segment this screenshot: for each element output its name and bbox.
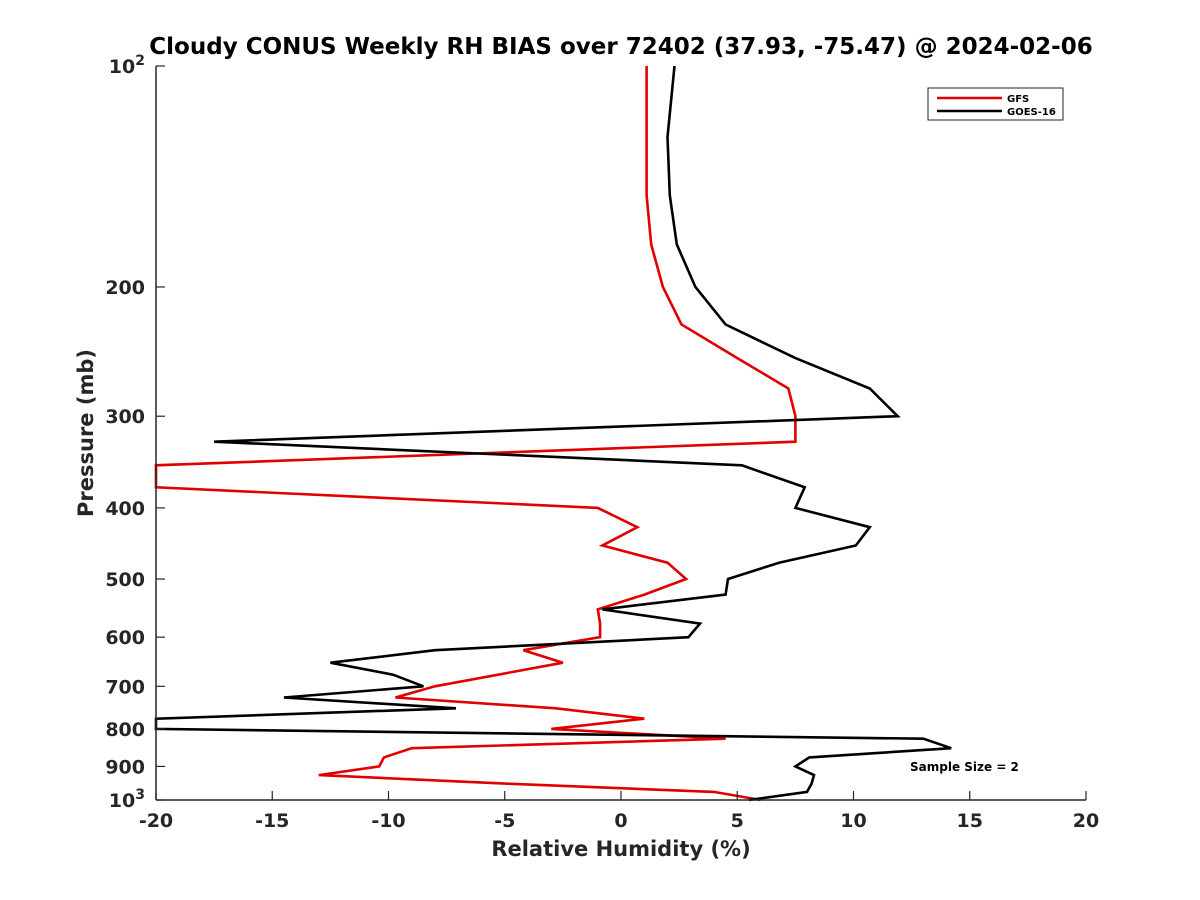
- y-tick-label: 102: [109, 53, 145, 78]
- legend-items: GFS GOES-16: [937, 94, 1056, 118]
- y-tick-label: 300: [105, 406, 145, 428]
- y-tick-base: 10: [109, 790, 135, 812]
- x-tick-label: 20: [1073, 810, 1099, 832]
- x-tick-label: 5: [731, 810, 744, 832]
- legend-label-goes-16: GOES-16: [1007, 107, 1056, 118]
- y-tick-label: 700: [105, 676, 145, 698]
- y-tick-label: 103: [109, 787, 145, 812]
- series-line-gfs: [154, 66, 797, 802]
- x-axis-label: Relative Humidity (%): [491, 837, 750, 861]
- y-tick-exponent: 2: [135, 53, 145, 69]
- sample-size-annotation: Sample Size = 2: [910, 760, 1019, 774]
- series-line-goes-16: [154, 65, 952, 802]
- y-tick-label: 200: [105, 277, 145, 299]
- y-tick-base: 10: [109, 56, 135, 78]
- chart-title: Cloudy CONUS Weekly RH BIAS over 72402 (…: [149, 34, 1092, 60]
- x-tick-label: 15: [957, 810, 983, 832]
- x-tick-label: 0: [614, 810, 627, 832]
- y-tick-exponent: 3: [135, 787, 145, 803]
- legend: GFS GOES-16: [927, 87, 1064, 121]
- legend-label-gfs: GFS: [1007, 94, 1029, 105]
- x-tick-label: -15: [255, 810, 289, 832]
- plot-area: -20 -15 -10 -5 0 5 10 15 20 10220030040050060070…: [105, 53, 1099, 832]
- x-tick-label: 10: [840, 810, 866, 832]
- legend-box: [927, 87, 1064, 121]
- y-tick-label: 500: [105, 569, 145, 591]
- y-tick-label: 600: [105, 627, 145, 649]
- y-axis-label: Pressure (mb): [74, 349, 98, 517]
- x-tick-label: -5: [494, 810, 515, 832]
- y-tick-label: 800: [105, 719, 145, 741]
- y-tick-label: 400: [105, 498, 145, 520]
- x-tick-label: -20: [139, 810, 173, 832]
- x-ticks: -20 -15 -10 -5 0 5 10 15 20: [139, 791, 1099, 832]
- series-layer: [154, 65, 952, 802]
- y-tick-label: 900: [105, 756, 145, 778]
- x-tick-label: -10: [371, 810, 405, 832]
